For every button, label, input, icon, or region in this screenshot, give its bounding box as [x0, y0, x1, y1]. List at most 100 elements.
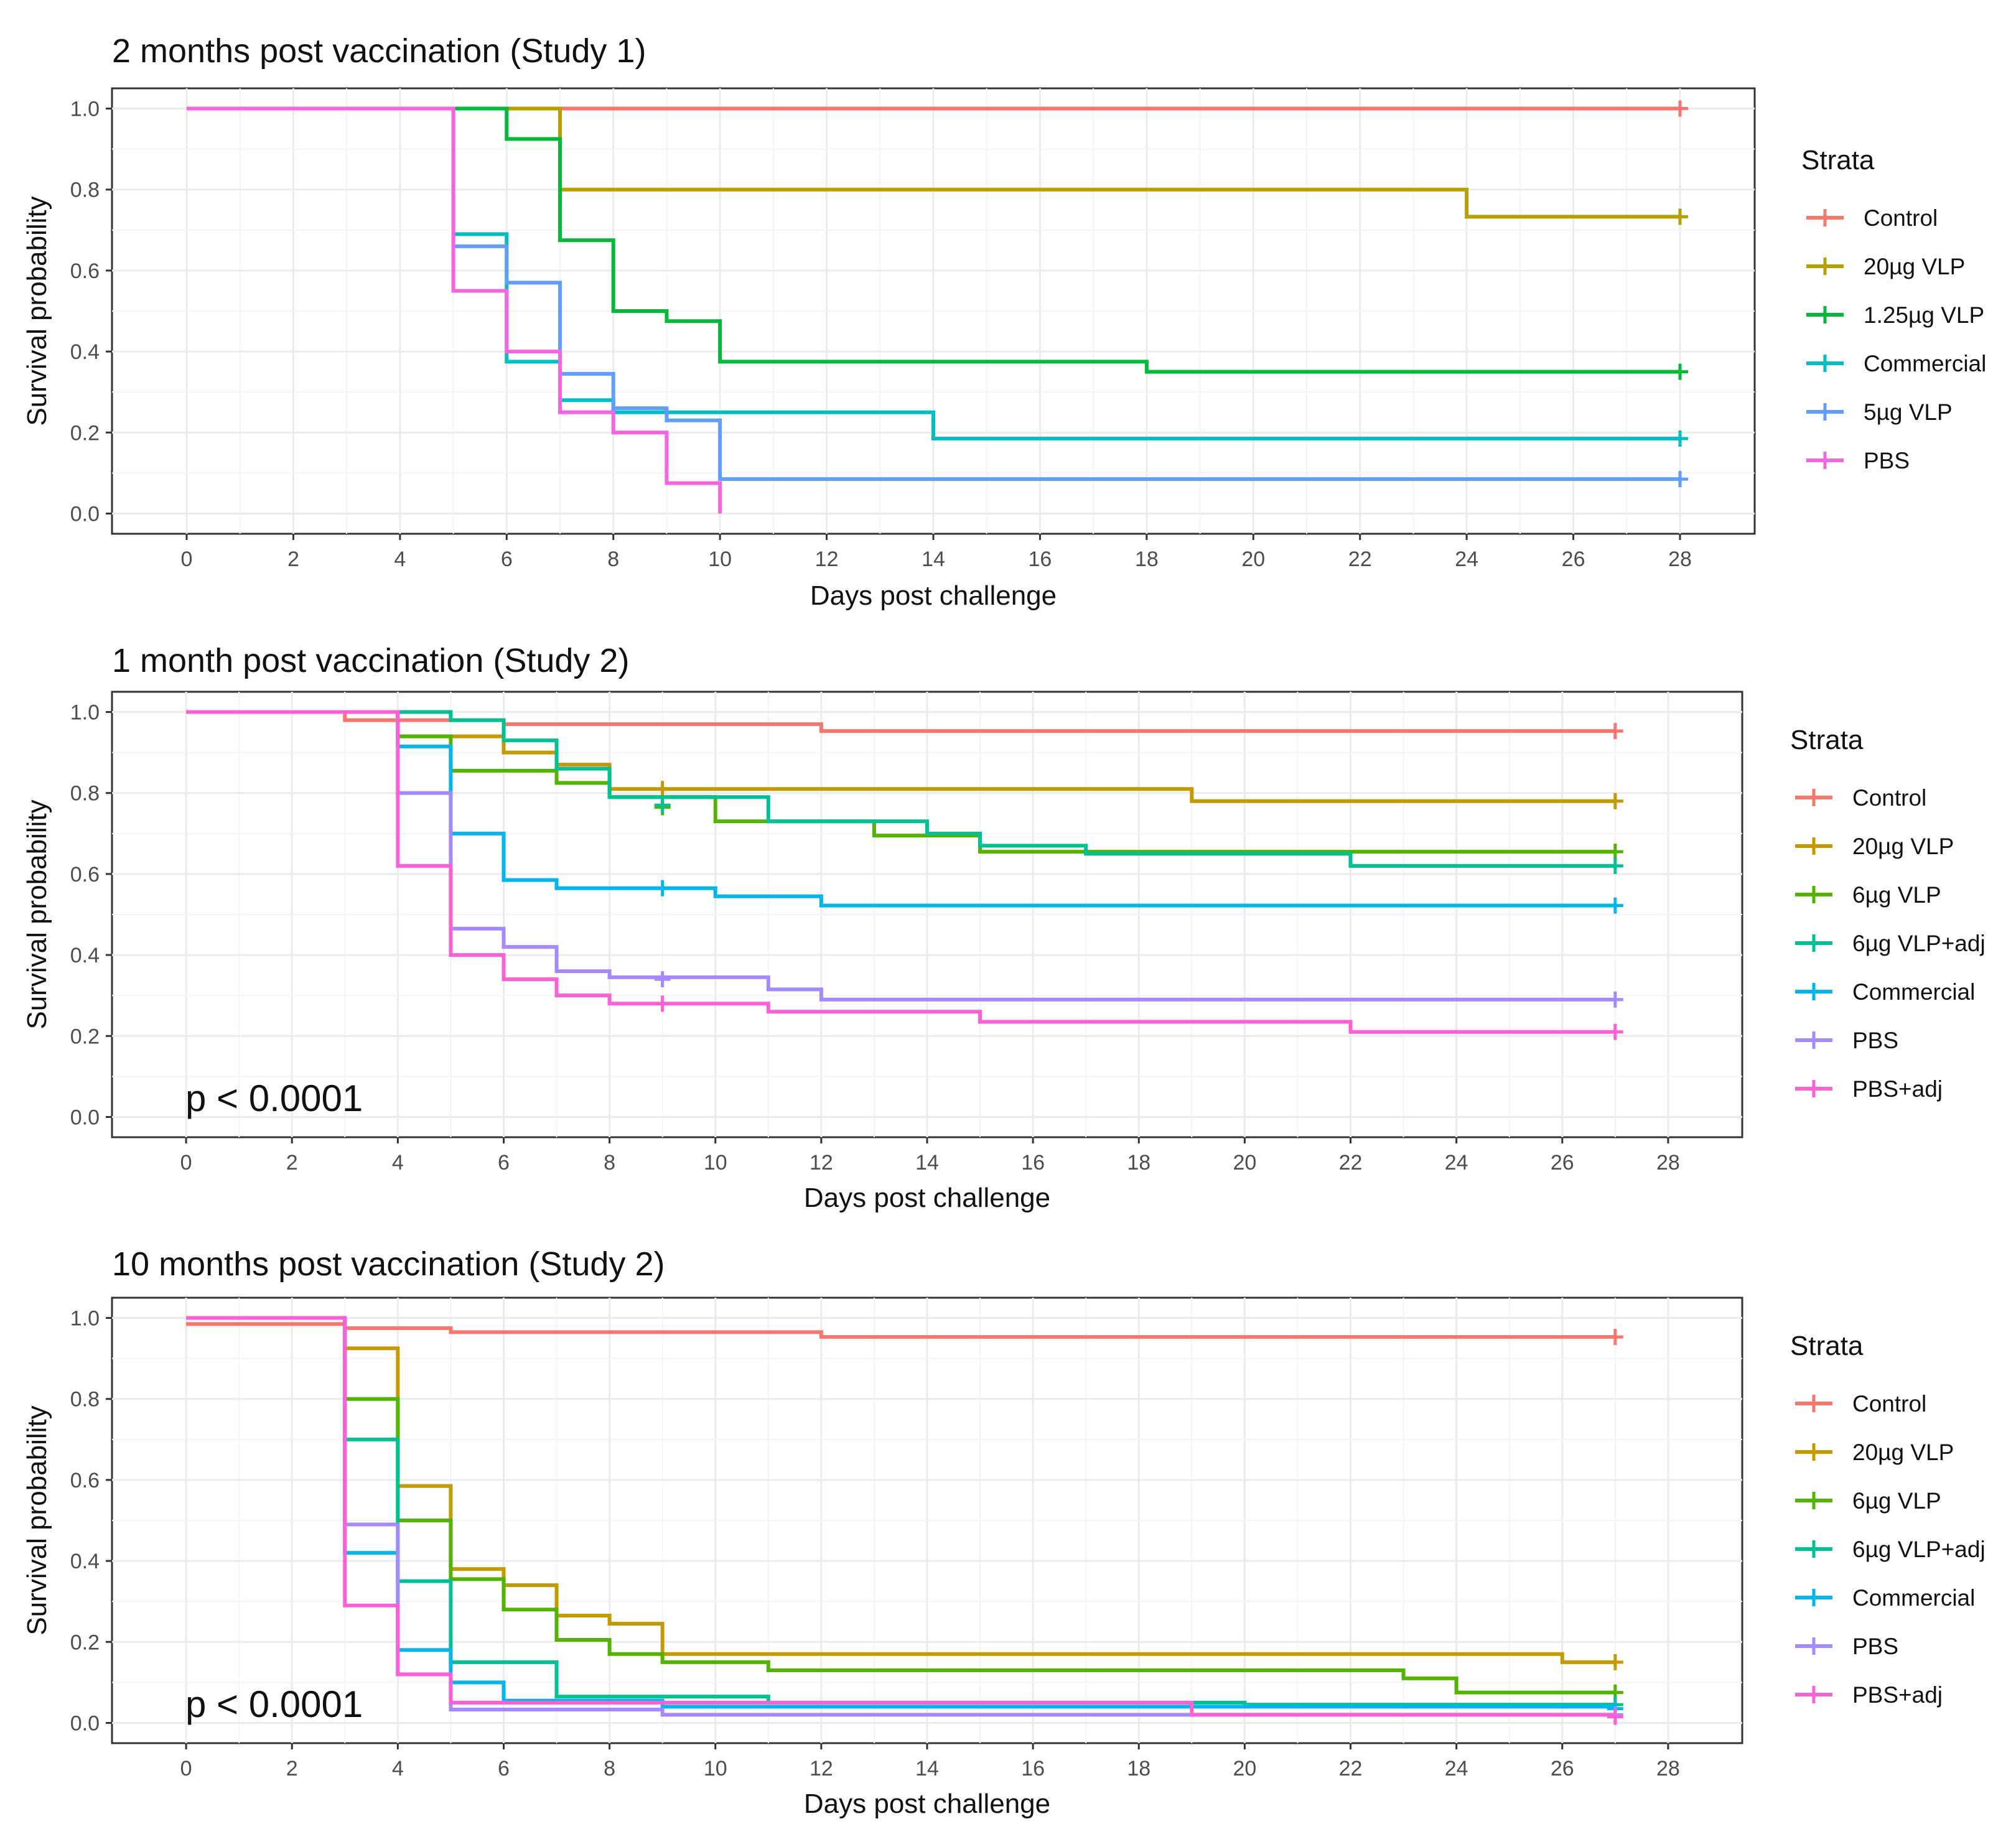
legend-label: Commercial	[1852, 1585, 1975, 1611]
legend-label: 5µg VLP	[1864, 399, 1953, 425]
gridlines	[112, 692, 1742, 1137]
legend-label: 6µg VLP	[1852, 1488, 1941, 1514]
censor-mark	[1607, 857, 1623, 874]
plot-title: 10 months post vaccination (Study 2)	[112, 1245, 665, 1283]
legend-title: Strata	[1801, 145, 1875, 175]
x-tick-label: 2	[286, 1151, 298, 1175]
legend-label: 20µg VLP	[1864, 254, 1965, 279]
x-tick-label: 22	[1339, 1151, 1363, 1175]
x-tick-label: 20	[1233, 1151, 1256, 1175]
y-tick-label: 1.0	[70, 701, 100, 725]
censor-mark	[1672, 363, 1688, 380]
y-tick-label: 0.6	[70, 259, 100, 283]
x-axis-label: Days post challenge	[804, 1183, 1050, 1213]
x-tick-label: 16	[1021, 1757, 1045, 1780]
series-curve-pbs	[187, 106, 722, 514]
y-tick-label: 0.0	[70, 502, 100, 526]
censor-mark	[1607, 793, 1623, 809]
x-tick-label: 12	[810, 1757, 833, 1780]
y-axis-label: Survival probability	[22, 1405, 52, 1635]
legend-label: 6µg VLP+adj	[1852, 1537, 1986, 1562]
legend-label: PBS	[1864, 448, 1910, 473]
censor-mark	[654, 971, 671, 988]
censor-mark	[1607, 1329, 1623, 1346]
series-curve-pbs	[186, 710, 1615, 1002]
x-tick-label: 10	[708, 547, 732, 571]
legend: Control 20µg VLP 1.25µg VLP Commercial 5µg V…	[1806, 205, 1986, 473]
survival-curves	[187, 100, 1688, 514]
x-tick-label: 12	[810, 1151, 833, 1175]
y-tick-label: 0.6	[70, 863, 100, 887]
legend-title: Strata	[1790, 1331, 1864, 1361]
p-value: p < 0.0001	[185, 1077, 363, 1119]
censor-mark	[1607, 723, 1623, 740]
censor-mark	[654, 797, 671, 814]
y-axis-label: Survival probability	[22, 799, 52, 1029]
legend-label: Control	[1852, 1391, 1926, 1417]
x-tick-label: 12	[815, 547, 839, 571]
censor-mark	[1672, 208, 1688, 225]
legend: Control 20µg VLP 6µg VLP 6µg VLP+adj Commerc…	[1795, 1391, 1986, 1708]
y-axis-label: Survival probability	[22, 196, 52, 426]
censor-mark	[1607, 844, 1623, 860]
series-curve-5-g-vlp	[187, 106, 1680, 482]
p-value: p < 0.0001	[185, 1683, 363, 1725]
x-axis-label: Days post challenge	[804, 1789, 1050, 1819]
y-tick-label: 0.4	[70, 1550, 100, 1573]
x-tick-label: 6	[501, 547, 513, 571]
legend-label: 20µg VLP	[1852, 834, 1954, 859]
y-tick-label: 0.2	[70, 421, 100, 445]
legend-label: 1.25µg VLP	[1864, 302, 1984, 328]
x-tick-label: 24	[1445, 1151, 1468, 1175]
legend-label: 6µg VLP+adj	[1852, 931, 1986, 956]
y-tick-label: 0.8	[70, 179, 100, 202]
x-tick-label: 4	[392, 1151, 404, 1175]
series-curve-6-g-vlp-adj	[186, 710, 1615, 868]
censor-mark	[1607, 897, 1623, 914]
x-tick-label: 10	[704, 1757, 727, 1780]
censor-mark	[654, 781, 671, 798]
x-tick-label: 8	[607, 547, 619, 571]
x-tick-label: 22	[1339, 1757, 1363, 1780]
plot-title: 1 month post vaccination (Study 2)	[112, 642, 629, 679]
x-tick-label: 20	[1241, 547, 1265, 571]
x-tick-label: 10	[704, 1151, 727, 1175]
legend-label: PBS+adj	[1852, 1076, 1943, 1102]
censor-mark	[1607, 1654, 1623, 1670]
legend: Control 20µg VLP 6µg VLP 6µg VLP+adj Commerc…	[1795, 785, 1986, 1102]
y-tick-label: 0.8	[70, 782, 100, 806]
y-tick-label: 0.2	[70, 1025, 100, 1048]
x-tick-label: 24	[1445, 1757, 1468, 1780]
series-curve-commercial	[186, 710, 1615, 908]
series-curve-pbs-adj	[186, 1316, 1615, 1717]
x-tick-label: 2	[287, 547, 299, 571]
y-tick-label: 0.2	[70, 1631, 100, 1654]
plot-title: 2 months post vaccination (Study 1)	[112, 32, 646, 70]
x-tick-label: 6	[498, 1151, 510, 1175]
series-curve-pbs-adj	[186, 710, 1615, 1034]
x-tick-label: 14	[915, 1151, 939, 1175]
series-curve-20-g-vlp	[186, 1316, 1615, 1664]
x-tick-label: 0	[180, 1757, 192, 1780]
x-tick-label: 8	[604, 1151, 615, 1175]
censor-mark	[1672, 100, 1688, 117]
axis-ticks: 0 2 4 6 8 10 12 14 16 18 20 22 24 26 280.00.20.40.60.8…	[70, 1307, 1680, 1780]
x-tick-label: 14	[922, 547, 945, 571]
y-tick-label: 0.0	[70, 1105, 100, 1129]
x-tick-label: 4	[394, 547, 406, 571]
survival-curves	[186, 1316, 1623, 1725]
axis-ticks: 0 2 4 6 8 10 12 14 16 18 20 22 24 26 280.00.20.40.60.8…	[70, 701, 1680, 1175]
y-tick-label: 0.8	[70, 1388, 100, 1412]
x-tick-label: 18	[1135, 547, 1159, 571]
x-tick-label: 26	[1562, 547, 1585, 571]
y-tick-label: 0.4	[70, 340, 100, 364]
censor-mark	[1607, 1023, 1623, 1040]
x-tick-label: 28	[1668, 547, 1692, 571]
x-tick-label: 26	[1551, 1757, 1574, 1780]
x-tick-label: 16	[1029, 547, 1052, 571]
